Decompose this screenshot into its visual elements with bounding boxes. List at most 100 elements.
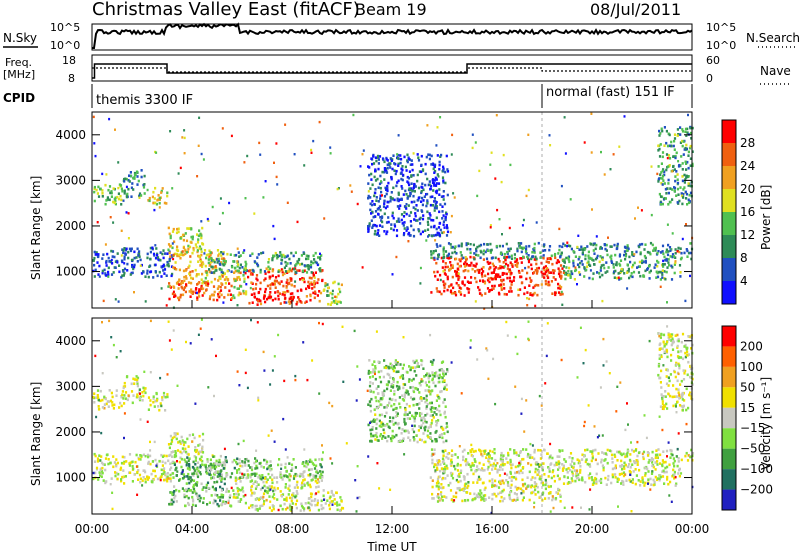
heatmap-cell bbox=[392, 416, 395, 420]
heatmap-cell bbox=[553, 463, 556, 467]
heatmap-cell bbox=[467, 269, 470, 273]
heatmap-cell bbox=[433, 197, 436, 200]
heatmap-cell bbox=[205, 271, 208, 274]
heatmap-cell bbox=[386, 200, 389, 204]
heatmap-cell bbox=[196, 481, 199, 484]
heatmap-cell bbox=[179, 282, 182, 286]
heatmap-cell bbox=[413, 218, 416, 221]
heatmap-cell bbox=[661, 269, 664, 272]
y-tick-label: 4000 bbox=[55, 128, 86, 142]
heatmap-cell bbox=[246, 469, 249, 472]
heatmap-cell bbox=[546, 257, 549, 260]
heatmap-cell bbox=[177, 230, 180, 234]
heatmap-cell bbox=[172, 257, 175, 261]
heatmap-cell bbox=[200, 260, 203, 263]
heatmap-cell bbox=[387, 435, 390, 438]
heatmap-cell bbox=[471, 461, 474, 465]
heatmap-cell bbox=[191, 491, 194, 494]
heatmap-cell bbox=[284, 296, 287, 300]
heatmap-cell bbox=[196, 467, 199, 471]
heatmap-cell bbox=[238, 468, 241, 471]
heatmap-cell bbox=[603, 173, 606, 176]
heatmap-cell bbox=[117, 161, 120, 164]
heatmap-cell bbox=[413, 397, 416, 401]
heatmap-cell bbox=[125, 194, 128, 197]
heatmap-cell bbox=[390, 366, 393, 369]
heatmap-cell bbox=[266, 284, 269, 288]
heatmap-cell bbox=[433, 375, 436, 378]
heatmap-cell bbox=[190, 281, 193, 285]
heatmap-cell bbox=[502, 481, 505, 485]
heatmap-cell bbox=[284, 270, 288, 273]
heatmap-cell bbox=[207, 486, 210, 490]
heatmap-cell bbox=[432, 250, 435, 253]
heatmap-cell bbox=[93, 392, 96, 395]
heatmap-cell bbox=[369, 409, 372, 413]
heatmap-cell bbox=[589, 256, 591, 260]
heatmap-cell bbox=[469, 449, 472, 452]
heatmap-cell bbox=[410, 379, 413, 382]
heatmap-cell bbox=[330, 301, 333, 304]
power-colorbar-label: Power [dB] bbox=[759, 185, 773, 250]
heatmap-cell bbox=[208, 270, 211, 274]
heatmap-cell bbox=[420, 397, 423, 400]
heatmap-cell bbox=[104, 457, 108, 460]
heatmap-cell bbox=[431, 181, 435, 184]
heatmap-cell bbox=[99, 399, 102, 403]
heatmap-cell bbox=[111, 255, 114, 258]
heatmap-cell bbox=[392, 423, 395, 426]
heatmap-cell bbox=[392, 216, 395, 220]
heatmap-cell bbox=[367, 225, 370, 228]
heatmap-cell bbox=[463, 276, 467, 279]
heatmap-cell bbox=[371, 162, 374, 166]
heatmap-cell bbox=[230, 298, 233, 301]
heatmap-cell bbox=[147, 476, 150, 479]
heatmap-cell bbox=[561, 469, 565, 472]
heatmap-cell bbox=[434, 170, 437, 173]
heatmap-cell bbox=[679, 271, 682, 274]
heatmap-cell bbox=[533, 251, 536, 254]
heatmap-cell bbox=[673, 137, 677, 140]
heatmap-cell bbox=[676, 128, 679, 131]
heatmap-cell bbox=[514, 499, 517, 502]
heatmap-cell bbox=[218, 222, 221, 225]
heatmap-cell bbox=[501, 479, 504, 483]
heatmap-cell bbox=[604, 452, 607, 455]
heatmap-cell bbox=[307, 506, 310, 509]
heatmap-cell bbox=[443, 202, 447, 206]
heatmap-cell bbox=[230, 270, 233, 273]
heatmap-cell bbox=[255, 277, 258, 280]
heatmap-cell bbox=[196, 250, 199, 254]
heatmap-cell bbox=[462, 458, 465, 462]
heatmap-cell bbox=[212, 476, 216, 480]
heatmap-cell bbox=[650, 165, 653, 168]
heatmap-cell bbox=[377, 156, 380, 159]
heatmap-cell bbox=[387, 162, 391, 165]
heatmap-cell bbox=[123, 262, 126, 265]
heatmap-cell bbox=[436, 257, 439, 261]
heatmap-cell bbox=[238, 458, 241, 461]
heatmap-cell bbox=[659, 203, 663, 206]
heatmap-cell bbox=[238, 266, 241, 270]
heatmap-cell bbox=[610, 481, 613, 485]
heatmap-cell bbox=[382, 393, 385, 396]
heatmap-cell bbox=[605, 243, 608, 247]
heatmap-cell bbox=[196, 471, 199, 474]
heatmap-cell bbox=[276, 481, 279, 484]
heatmap-cell bbox=[318, 268, 321, 271]
heatmap-cell bbox=[122, 397, 125, 400]
heatmap-cell bbox=[300, 504, 304, 508]
heatmap-cell bbox=[403, 396, 406, 399]
heatmap-cell bbox=[114, 266, 117, 269]
heatmap-cell bbox=[684, 299, 687, 303]
heatmap-cell bbox=[406, 417, 409, 420]
heatmap-cell bbox=[402, 173, 405, 177]
heatmap-cell bbox=[660, 171, 663, 174]
heatmap-cell bbox=[173, 286, 176, 289]
heatmap-cell bbox=[289, 279, 292, 282]
heatmap-cell bbox=[191, 235, 194, 239]
heatmap-cell bbox=[445, 388, 448, 391]
heatmap-cell bbox=[686, 249, 689, 253]
heatmap-cell bbox=[565, 266, 568, 269]
heatmap-cell bbox=[118, 406, 121, 409]
